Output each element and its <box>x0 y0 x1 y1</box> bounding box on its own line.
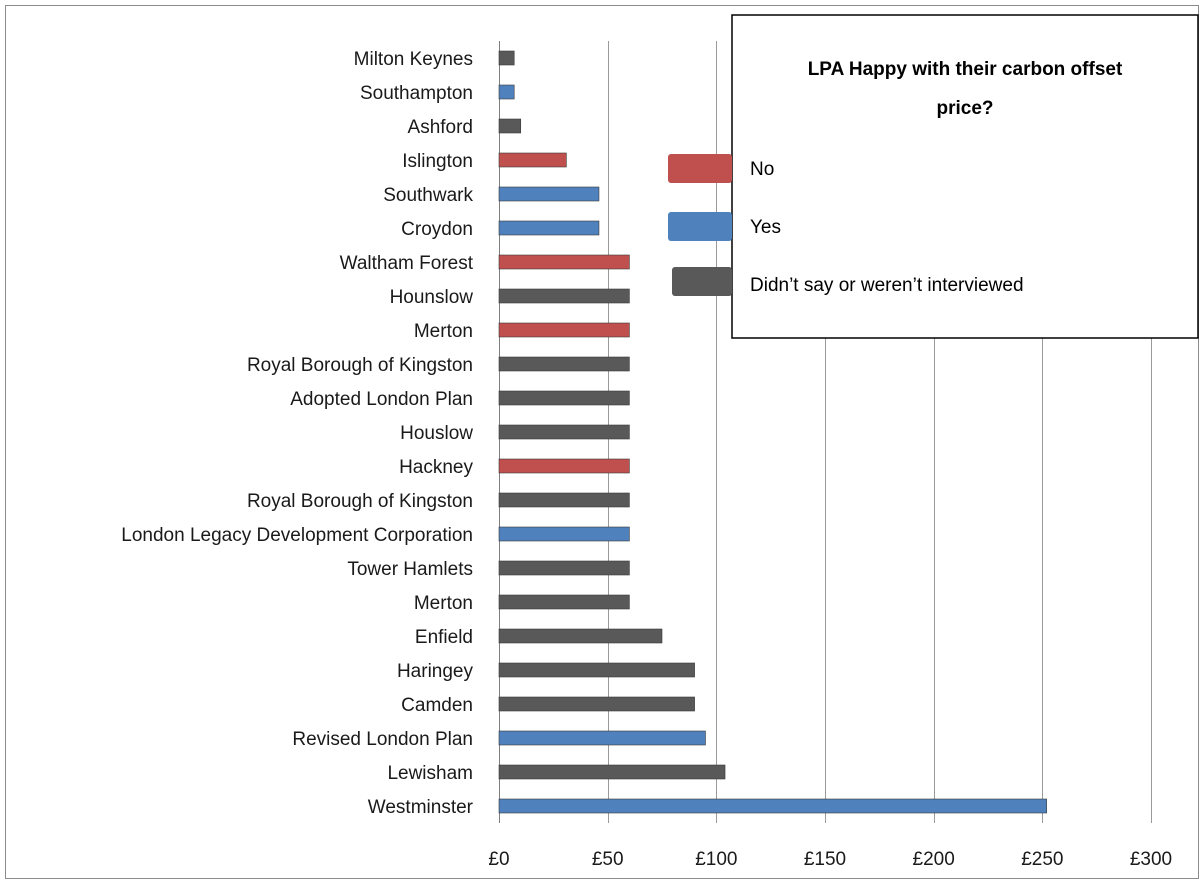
x-tick-label: £150 <box>804 849 846 870</box>
legend-swatch-no <box>668 154 732 183</box>
x-tick-label: £100 <box>695 849 737 870</box>
legend-title-line1: LPA Happy with their carbon offset <box>808 59 1123 80</box>
category-label: Royal Borough of Kingston <box>247 355 473 376</box>
bar <box>498 390 630 406</box>
category-label: Adopted London Plan <box>290 389 473 410</box>
bar <box>498 628 663 644</box>
bar <box>498 322 630 338</box>
legend-label-yes: Yes <box>750 217 781 238</box>
bar <box>498 186 600 202</box>
category-label: Merton <box>414 321 473 342</box>
legend: LPA Happy with their carbon offset price… <box>668 14 1199 339</box>
bar <box>498 424 630 440</box>
category-label: Waltham Forest <box>340 253 474 274</box>
bar <box>498 798 1047 814</box>
legend-swatch-didnt-say <box>672 267 732 296</box>
bar <box>498 730 706 746</box>
legend-label-no: No <box>750 159 774 180</box>
category-label: Revised London Plan <box>292 729 473 750</box>
bar <box>498 458 630 474</box>
bar <box>498 662 695 678</box>
category-label: Hackney <box>399 457 473 478</box>
category-label: Camden <box>401 695 473 716</box>
category-label: Enfield <box>415 627 473 648</box>
bars <box>498 50 1047 814</box>
category-label: Westminster <box>368 797 474 818</box>
category-label: Southampton <box>360 83 473 104</box>
bar <box>498 254 630 270</box>
category-label: Royal Borough of Kingston <box>247 491 473 512</box>
category-label: Tower Hamlets <box>347 559 473 580</box>
bar <box>498 118 522 134</box>
bar <box>498 356 630 372</box>
category-label: Houslow <box>400 423 473 444</box>
legend-swatch-yes <box>668 212 732 241</box>
bar <box>498 220 600 236</box>
bar <box>498 764 726 780</box>
category-labels: Milton Keynes Southampton Ashford Islington… <box>121 49 473 818</box>
legend-box <box>731 14 1199 339</box>
bar <box>498 84 515 100</box>
legend-label-didnt-say: Didn’t say or weren’t interviewed <box>750 275 1024 296</box>
bar <box>498 526 630 542</box>
x-tick-label: £0 <box>488 849 509 870</box>
legend-title-line2: price? <box>936 98 993 119</box>
bar <box>498 50 515 66</box>
bar <box>498 152 567 168</box>
bar <box>498 492 630 508</box>
category-label: Hounslow <box>390 287 474 308</box>
bar <box>498 288 630 304</box>
bar <box>498 560 630 576</box>
x-tick-label: £250 <box>1021 849 1063 870</box>
x-tick-label: £300 <box>1130 849 1172 870</box>
bar <box>498 594 630 610</box>
category-label: Croydon <box>401 219 473 240</box>
category-label: Merton <box>414 593 473 614</box>
category-label: Lewisham <box>387 763 473 784</box>
x-tick-label: £50 <box>592 849 624 870</box>
x-axis-ticks: £0 £50 £100 £150 £200 £250 £300 <box>488 849 1172 870</box>
bar <box>498 696 695 712</box>
category-label: London Legacy Development Corporation <box>121 525 473 546</box>
category-label: Haringey <box>397 661 474 682</box>
category-label: Southwark <box>383 185 473 206</box>
x-tick-label: £200 <box>913 849 955 870</box>
category-label: Islington <box>402 151 473 172</box>
category-label: Milton Keynes <box>354 49 473 70</box>
category-label: Ashford <box>408 117 473 138</box>
